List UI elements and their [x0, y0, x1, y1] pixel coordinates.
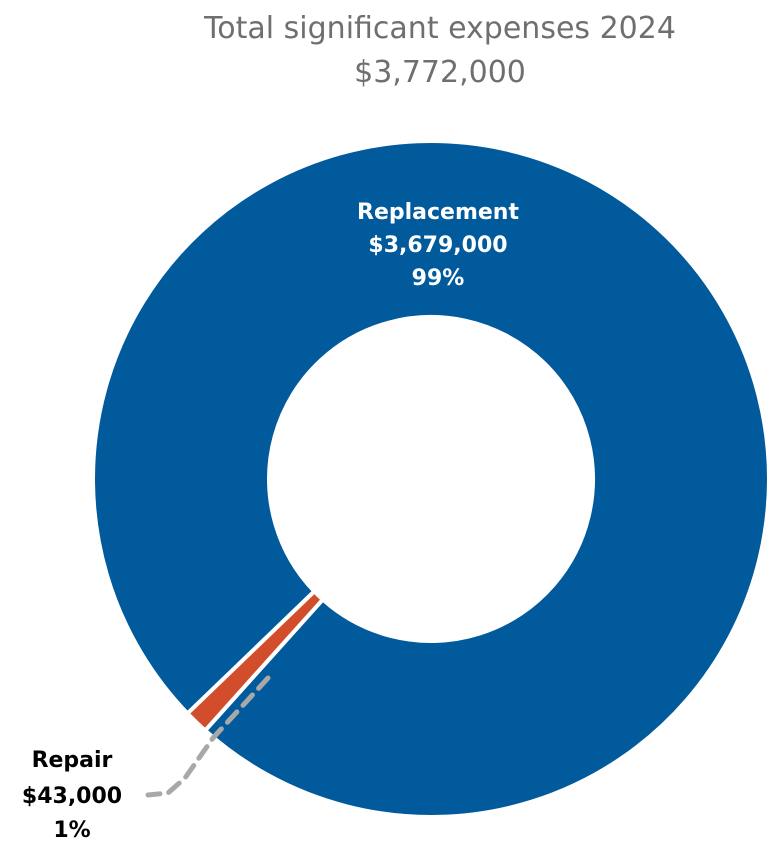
chart-title: Total significant expenses 2024 [204, 11, 676, 46]
repair-slice [184, 588, 326, 734]
repair-percent-label: 1% [53, 818, 90, 843]
replacement-percent-label: 99% [412, 266, 465, 291]
repair-value-label: $43,000 [22, 784, 122, 809]
donut-slices [90, 138, 768, 819]
replacement-value-label: $3,679,000 [368, 233, 507, 258]
replacement-slice [90, 138, 768, 819]
replacement-name-label: Replacement [357, 200, 519, 225]
chart-subtitle: $3,772,000 [354, 55, 526, 90]
repair-name-label: Repair [32, 748, 113, 773]
repair-leader-line [145, 675, 271, 798]
